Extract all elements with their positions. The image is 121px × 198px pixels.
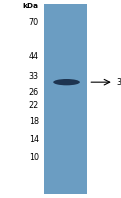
- Text: 10: 10: [29, 153, 39, 162]
- Text: 33: 33: [29, 72, 39, 81]
- Text: 44: 44: [29, 52, 39, 61]
- Text: 26: 26: [29, 88, 39, 97]
- Ellipse shape: [53, 79, 80, 85]
- Text: 70: 70: [29, 18, 39, 27]
- Text: 18: 18: [29, 117, 39, 126]
- Text: 22: 22: [28, 101, 39, 110]
- Text: kDa: kDa: [23, 3, 39, 9]
- Text: 14: 14: [29, 135, 39, 144]
- Bar: [44, 4, 87, 194]
- Text: 37kDa: 37kDa: [116, 78, 121, 87]
